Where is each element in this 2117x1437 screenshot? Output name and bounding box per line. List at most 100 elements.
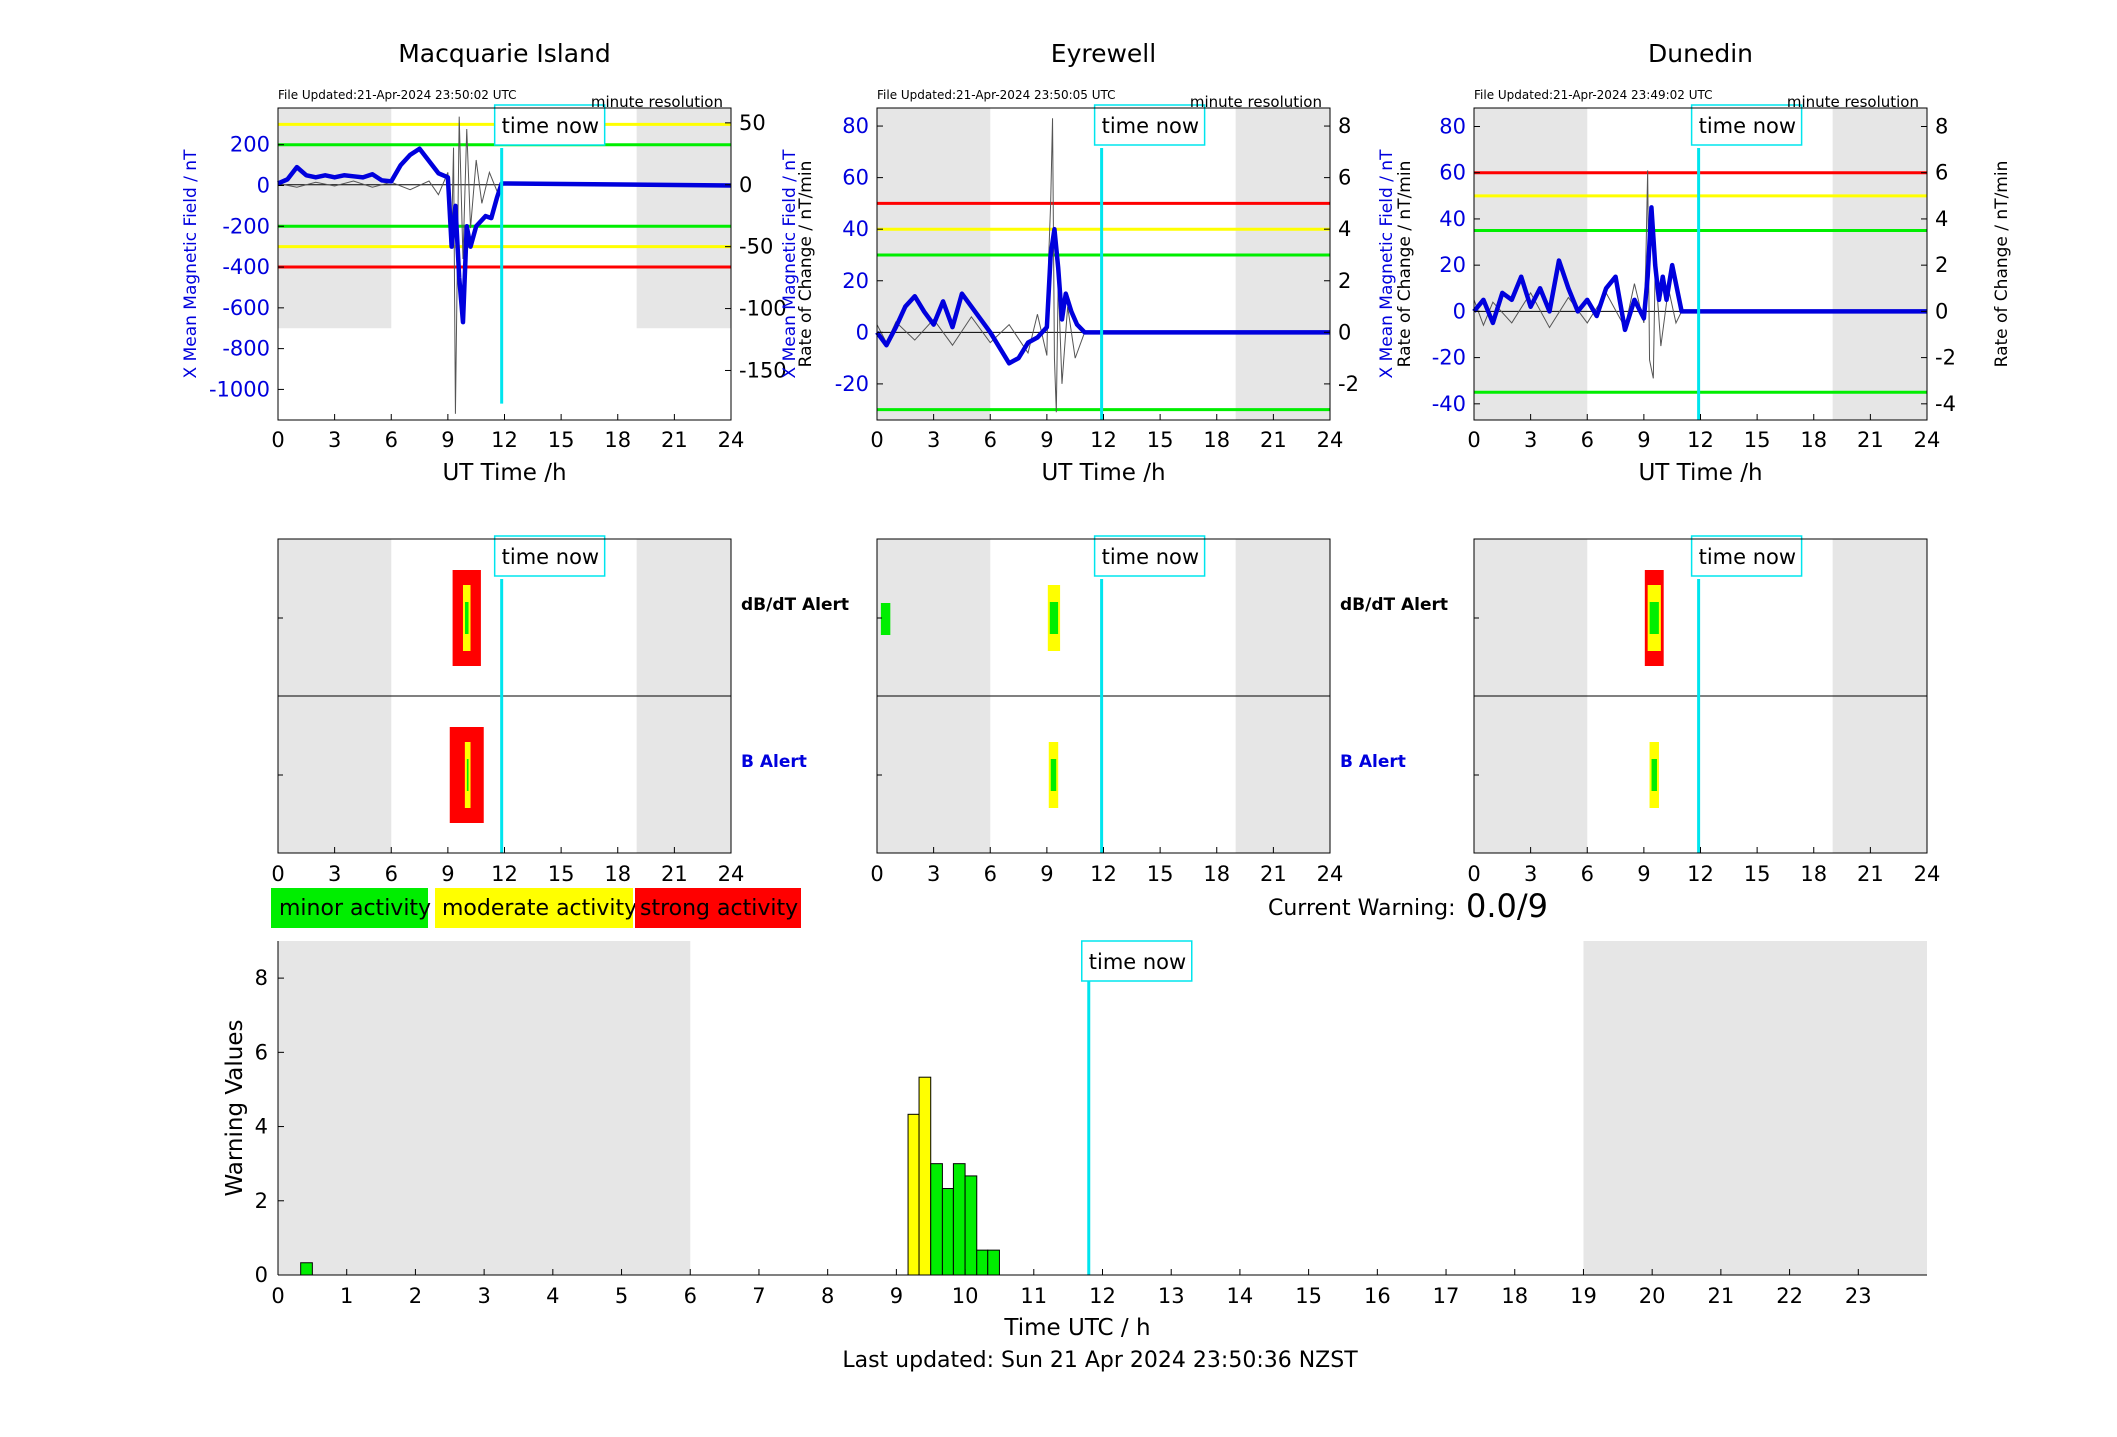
x-tick-label: 9 (1040, 862, 1053, 886)
y-tick-label: 6 (255, 1040, 268, 1064)
station-chart: Macquarie Island time now File Updated:21-… (181, 39, 816, 486)
x-tick-label: 22 (1776, 1284, 1803, 1308)
y2-tick-label: 2 (1935, 253, 1948, 277)
station-alert-chart: time now 0 3 6 9 12 15 18 21 24 (1467, 535, 1941, 886)
x-tick-label: 0 (1467, 862, 1480, 886)
current-warning-value: 0.0/9 (1466, 887, 1548, 925)
warning-bar (941, 1188, 954, 1276)
x-tick-label: 3 (328, 428, 341, 452)
time-now-box (1093, 535, 1206, 577)
warning-bar (918, 1076, 932, 1276)
b-alert-label: B Alert (1340, 752, 1406, 772)
x-tick-label: 11 (1020, 1284, 1047, 1308)
x-tick-label: 6 (385, 862, 398, 886)
x-tick-label: 5 (615, 1284, 628, 1308)
station-chart: Eyrewell time now File Updated:21-Apr-2024… (780, 39, 1415, 486)
alert-minor-block (880, 603, 891, 635)
mean-field-series (875, 226, 1330, 366)
time-now-box (493, 104, 606, 146)
y2-tick-label: 4 (1338, 217, 1351, 241)
y-tick-label: 0 (255, 1263, 268, 1287)
x-tick-label: 6 (984, 428, 997, 452)
alert-minor-block (1651, 759, 1657, 791)
x-tick-label: 21 (1857, 428, 1884, 452)
warning-bar (300, 1262, 313, 1276)
y2-tick-label: 0 (1338, 320, 1351, 344)
y2-axis-label: Rate of Change / nT/min (796, 161, 816, 368)
legend-minor-label: minor activity (279, 896, 431, 921)
alert-minor-block (464, 602, 469, 634)
x-tick-label: 18 (1800, 862, 1827, 886)
x-tick-label: 0 (870, 862, 883, 886)
mean-field-series (277, 146, 732, 325)
x-axis-label: UT Time /h (1041, 460, 1165, 486)
x-tick-label: 18 (1501, 1284, 1528, 1308)
file-updated: File Updated:21-Apr-2024 23:49:02 UTC (1474, 88, 1713, 102)
y2-tick-label: 0 (1935, 299, 1948, 323)
x-tick-label: 2 (409, 1284, 422, 1308)
station-alert-chart: time now 0 3 6 9 12 15 18 21 24 dB/dT Alert B Alert (271, 535, 849, 886)
y-tick-label: -400 (222, 255, 270, 279)
dbdt-alert-label: dB/dT Alert (1340, 595, 1448, 615)
x-tick-label: 0 (271, 428, 284, 452)
x-tick-label: 10 (952, 1284, 979, 1308)
y2-tick-label: 6 (1338, 166, 1351, 190)
resolution-label: minute resolution (1190, 93, 1322, 111)
station-alert-chart: time now 0 3 6 9 12 15 18 21 24 dB/dT Alert B Alert (870, 535, 1448, 886)
x-tick-label: 6 (684, 1284, 697, 1308)
y-axis-label: Warning Values (222, 1019, 248, 1196)
y-tick-label: -800 (222, 337, 270, 361)
y2-tick-label: 50 (739, 111, 766, 135)
x-tick-label: 12 (1089, 1284, 1116, 1308)
x-tick-label: 24 (1914, 862, 1941, 886)
y-tick-label: 80 (1439, 114, 1466, 138)
y2-tick-label: -2 (1935, 346, 1956, 370)
x-tick-label: 23 (1845, 1284, 1872, 1308)
y2-tick-label: 2 (1338, 269, 1351, 293)
station-alert-charts: time now 0 3 6 9 12 15 18 21 24 dB/dT Alert B Alert… (271, 535, 1941, 886)
y-tick-label: 60 (842, 166, 869, 190)
y2-axis-label: Rate of Change / nT/min (1992, 161, 2012, 368)
mean-field-series (1472, 205, 1927, 333)
y-tick-label: 2 (255, 1189, 268, 1213)
y-tick-label: -40 (1432, 392, 1466, 416)
y-tick-label: 20 (842, 269, 869, 293)
y-tick-label: 40 (842, 217, 869, 241)
y-tick-label: 80 (842, 114, 869, 138)
time-now-box (1690, 535, 1803, 577)
night-shading (1474, 108, 1588, 420)
legend-minor-swatch (271, 888, 428, 928)
y-tick-label: 8 (255, 966, 268, 990)
time-now-box (1081, 940, 1193, 982)
time-now-label: time now (1089, 950, 1186, 974)
x-tick-label: 21 (1260, 862, 1287, 886)
legend-strong-label: strong activity (640, 896, 798, 921)
x-tick-label: 15 (548, 428, 575, 452)
x-tick-label: 9 (890, 1284, 903, 1308)
warning-bar (907, 1113, 920, 1276)
x-tick-label: 12 (1687, 862, 1714, 886)
y2-tick-label: -50 (739, 235, 773, 259)
y2-axis-label: Rate of Change / nT/min (1395, 161, 1415, 368)
warning-bar (976, 1249, 989, 1276)
x-tick-label: 0 (271, 1284, 284, 1308)
x-tick-label: 14 (1227, 1284, 1254, 1308)
x-tick-label: 15 (1744, 862, 1771, 886)
x-axis-label: Time UTC / h (1003, 1315, 1150, 1341)
x-axis-label: UT Time /h (1638, 460, 1762, 486)
x-tick-label: 4 (546, 1284, 559, 1308)
x-tick-label: 0 (870, 428, 883, 452)
x-tick-label: 21 (1260, 428, 1287, 452)
legend-moderate-label: moderate activity (442, 896, 637, 921)
x-tick-label: 9 (1637, 428, 1650, 452)
x-tick-label: 24 (718, 862, 745, 886)
x-tick-label: 0 (1467, 428, 1480, 452)
warning-bar (987, 1249, 1000, 1276)
x-tick-label: 20 (1639, 1284, 1666, 1308)
b-alert-label: B Alert (741, 752, 807, 772)
night-shading (1583, 941, 1927, 1275)
last-updated: Last updated: Sun 21 Apr 2024 23:50:36 N… (842, 1348, 1358, 1373)
y-tick-label: -600 (222, 296, 270, 320)
